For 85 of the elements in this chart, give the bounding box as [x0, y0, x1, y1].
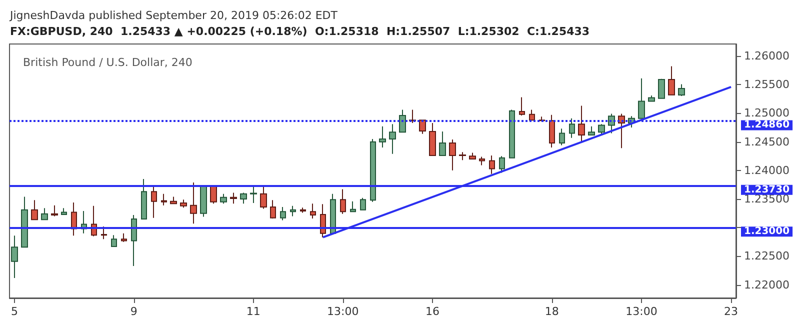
- candlestick: [310, 203, 316, 219]
- candlestick: [320, 204, 326, 238]
- candlestick: [250, 186, 257, 204]
- candlestick: [469, 152, 476, 160]
- candlestick: [519, 96, 525, 116]
- candlestick: [51, 204, 58, 217]
- candlestick: [598, 124, 605, 136]
- x-tick-label: 13:00: [626, 305, 658, 318]
- candlestick: [190, 182, 197, 224]
- text: JigneshDavda published September 20, 2019 05:26:02 EDT: [9, 9, 338, 22]
- ref-line-label: 1.23730: [744, 184, 790, 196]
- candlestick: [678, 84, 685, 96]
- candlestick: [389, 124, 396, 154]
- candlestick: [151, 184, 157, 218]
- candlestick: [290, 205, 296, 217]
- candlestick: [360, 197, 366, 210]
- y-tick-label: 1.22000: [744, 278, 790, 292]
- candlestick: [121, 232, 127, 242]
- candlestick: [499, 156, 505, 174]
- candlestick: [330, 193, 336, 234]
- candlestick: [220, 193, 227, 204]
- candlestick: [230, 192, 237, 204]
- candlestick: [529, 109, 535, 122]
- candlestick: [141, 178, 147, 220]
- candlestick: [270, 200, 276, 219]
- candlestick: [449, 139, 456, 171]
- candlestick: [608, 113, 615, 134]
- x-tick-label: 11: [246, 305, 260, 318]
- text: FX:GBPUSD, 240 1.25433 ▲ +0.00225 (+0.18%) O:1.25318 H:1.25507 L:1.25302 C:1.25433: [10, 25, 590, 38]
- candlestick: [21, 196, 28, 248]
- candlestick: [131, 214, 137, 266]
- x-tick-label: 5: [10, 305, 18, 318]
- candlestick: [588, 126, 595, 136]
- candlestick: [419, 120, 426, 134]
- candlestick: [638, 78, 645, 119]
- y-tick-label: 1.23500: [744, 192, 790, 206]
- candlestick: [569, 118, 575, 138]
- candlestick: [479, 156, 485, 166]
- candlestick: [658, 78, 665, 99]
- y-tick-label: 1.24500: [744, 135, 790, 148]
- x-tick-label: 16: [425, 305, 440, 318]
- y-tick-label: 1.25500: [744, 78, 790, 92]
- candlestick: [439, 131, 446, 156]
- y-tick-label: 1.25000: [744, 106, 790, 120]
- candlestick: [101, 226, 107, 240]
- candlestick: [161, 193, 167, 206]
- candlestick: [61, 208, 67, 215]
- candlestick: [31, 200, 38, 220]
- candlestick: [71, 202, 77, 236]
- candlestick: [111, 234, 117, 248]
- candlestick: [559, 128, 565, 146]
- candlestick: [180, 199, 187, 208]
- candlestick: [648, 94, 655, 102]
- ref-line-label: 1.23000: [744, 226, 790, 238]
- candlestick: [350, 200, 356, 212]
- candlestick: [280, 206, 286, 221]
- x-tick-label: 23: [724, 305, 738, 318]
- candlestick: [509, 109, 515, 159]
- text: British Pound / U.S. Dollar, 240: [23, 56, 192, 69]
- ref-line-label: 1.24860: [744, 120, 790, 131]
- candlestick: [578, 105, 585, 144]
- candlestick: [210, 185, 217, 204]
- candlestick: [429, 122, 436, 156]
- candlestick: [200, 185, 207, 218]
- x-tick-label: 13:00: [327, 305, 359, 318]
- x-tick-label: 18: [544, 305, 559, 318]
- candlestick: [11, 235, 18, 278]
- candlestick: [459, 152, 466, 161]
- y-tick-label: 1.22500: [744, 250, 790, 263]
- candlestick: [668, 66, 675, 96]
- candlestick: [170, 196, 177, 205]
- candlestick: [618, 113, 625, 149]
- candlestick: [300, 207, 306, 214]
- candlestick: [549, 114, 555, 148]
- candlestick: [240, 192, 247, 204]
- candlestick: [379, 126, 386, 148]
- candlestick: [41, 208, 48, 220]
- candlestick: [340, 188, 346, 214]
- candlestick: [260, 186, 267, 210]
- x-tick-label: 9: [130, 305, 138, 318]
- y-tick-label: 1.24000: [744, 164, 790, 177]
- y-tick-label: 1.26000: [744, 50, 790, 63]
- candlestick: [399, 109, 406, 133]
- candlestick: [370, 138, 376, 202]
- candlestick: [489, 155, 495, 174]
